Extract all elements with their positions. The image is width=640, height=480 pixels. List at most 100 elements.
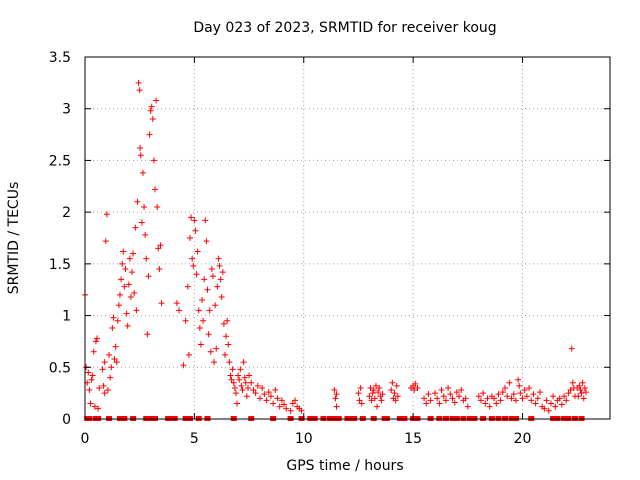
data-point	[102, 238, 109, 245]
data-point	[213, 345, 220, 352]
data-point	[427, 397, 434, 404]
x-tick-label: 0	[81, 431, 90, 447]
data-point	[187, 235, 193, 241]
data-point	[425, 391, 432, 398]
y-tick-label: 0.5	[49, 360, 71, 376]
data-point	[411, 387, 418, 394]
data-point	[206, 307, 213, 314]
data-point	[238, 382, 245, 389]
data-point	[333, 403, 340, 410]
data-point	[421, 395, 428, 402]
data-point	[449, 395, 456, 402]
data-point	[240, 359, 247, 366]
data-point	[565, 390, 572, 397]
data-point	[244, 384, 251, 391]
data-point	[88, 376, 95, 383]
data-point	[205, 331, 212, 338]
y-tick-label: 1.5	[49, 257, 71, 273]
data-point	[112, 343, 119, 350]
data-point	[462, 395, 469, 402]
data-point	[528, 397, 535, 404]
data-point	[127, 293, 134, 300]
data-point	[447, 391, 454, 398]
data-point	[357, 384, 364, 391]
data-point	[278, 397, 285, 404]
data-point	[126, 255, 133, 262]
data-point	[111, 356, 118, 363]
data-point	[219, 269, 226, 276]
data-point	[110, 314, 117, 321]
data-point	[504, 393, 511, 400]
data-point	[267, 393, 274, 400]
data-point	[135, 79, 142, 86]
data-point	[234, 400, 241, 407]
data-point	[252, 390, 259, 397]
data-point	[117, 291, 123, 298]
data-point	[371, 395, 378, 402]
x-tick-label: 15	[404, 431, 422, 447]
data-point	[92, 338, 99, 345]
data-point	[493, 400, 500, 407]
data-point	[506, 379, 513, 386]
data-point	[438, 387, 445, 394]
data-point	[104, 387, 111, 394]
data-point	[146, 131, 153, 138]
data-point	[191, 217, 198, 224]
data-point	[523, 393, 530, 400]
data-point	[125, 281, 132, 288]
data-point	[235, 372, 242, 379]
data-point	[289, 400, 296, 407]
data-point	[543, 397, 550, 404]
data-point	[99, 366, 106, 373]
data-point	[120, 248, 127, 255]
x-tick-label: 20	[514, 431, 532, 447]
data-point	[580, 395, 587, 402]
data-point	[517, 390, 524, 397]
data-point	[423, 400, 430, 407]
data-point	[130, 250, 137, 257]
data-point	[182, 317, 189, 324]
data-point	[180, 362, 187, 369]
data-point	[100, 382, 107, 389]
data-point	[530, 391, 537, 398]
data-point	[366, 393, 373, 400]
data-point	[246, 372, 253, 379]
data-point	[230, 379, 237, 386]
data-point	[534, 395, 541, 402]
x-tick-label: 5	[190, 431, 199, 447]
data-point	[477, 397, 484, 404]
data-point	[228, 376, 235, 383]
data-point	[283, 405, 290, 412]
data-point	[115, 302, 122, 309]
data-point	[147, 107, 154, 114]
data-point	[545, 407, 552, 414]
data-point	[569, 379, 576, 386]
data-point	[200, 317, 207, 324]
data-point	[486, 403, 493, 410]
data-point	[276, 403, 283, 410]
data-point	[519, 395, 526, 402]
data-point	[101, 390, 108, 397]
data-point	[134, 198, 141, 205]
data-point	[156, 266, 163, 273]
data-point	[391, 390, 398, 397]
data-point	[87, 400, 94, 407]
data-point	[331, 387, 338, 394]
data-point	[103, 211, 110, 218]
data-point	[176, 307, 183, 314]
data-point	[145, 273, 152, 280]
data-point	[122, 266, 129, 273]
data-point	[207, 348, 214, 355]
data-point	[254, 382, 261, 389]
data-point	[195, 307, 202, 314]
data-point	[442, 397, 449, 404]
data-point	[241, 374, 248, 381]
data-point	[202, 217, 209, 224]
data-point	[270, 400, 277, 407]
data-point	[263, 397, 270, 404]
data-point	[458, 387, 465, 394]
data-point	[142, 231, 149, 238]
data-point	[432, 390, 438, 397]
data-point	[491, 395, 498, 402]
